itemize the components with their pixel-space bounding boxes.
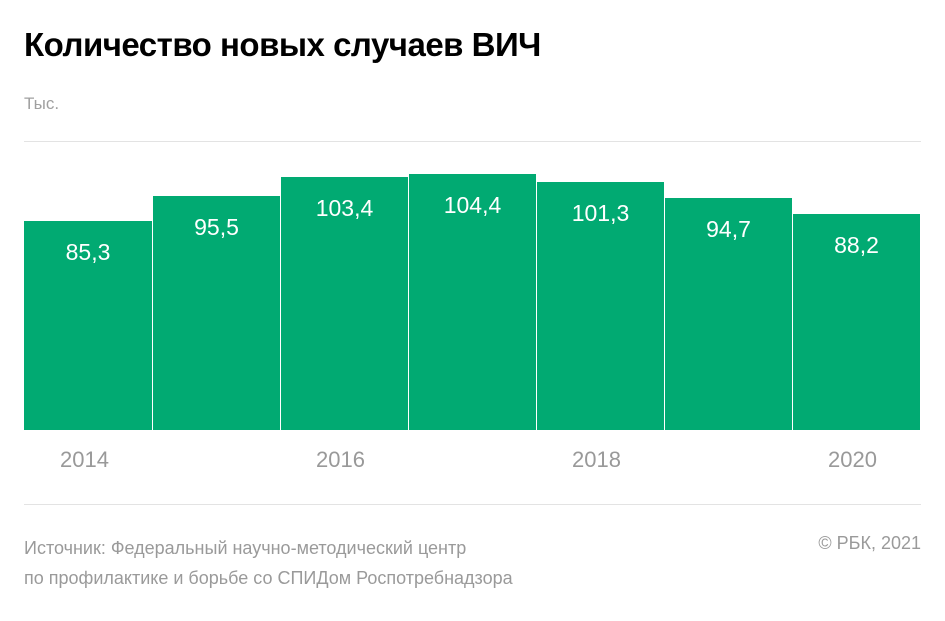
bar-label: 101,3	[571, 199, 630, 226]
bar-label: 104,4	[443, 192, 502, 219]
copyright: © РБК, 2021	[818, 533, 921, 553]
bar-label: 85,3	[65, 239, 111, 266]
unit-label: Тыс.	[24, 94, 60, 113]
x-tick-2014: 2014	[60, 447, 109, 472]
x-tick-2018: 2018	[572, 447, 621, 472]
x-tick-2020: 2020	[828, 447, 877, 472]
source-line-1: Источник: Федеральный научно-методически…	[24, 538, 467, 558]
source-line-2: по профилактике и борьбе со СПИДом Роспо…	[24, 568, 513, 588]
source-note: Источник: Федеральный научно-методически…	[24, 533, 513, 593]
bar-label: 103,4	[315, 194, 374, 221]
bar-2017: 104,4	[409, 174, 536, 430]
bar-2015: 95,5	[153, 196, 280, 430]
bar-2019: 94,7	[665, 198, 792, 430]
bar-label: 95,5	[194, 214, 239, 241]
bar-label: 94,7	[706, 216, 751, 242]
x-tick-2016: 2016	[316, 447, 365, 472]
chart-title: Количество новых случаев ВИЧ	[24, 26, 541, 63]
bar-label: 88,2	[834, 231, 879, 258]
bar-2016: 103,4	[281, 176, 408, 430]
bar-2018: 101,3	[537, 181, 664, 430]
top-divider	[24, 141, 921, 142]
bottom-divider	[24, 504, 921, 505]
bar-2014: 85,3	[24, 221, 152, 430]
bar-area: 85,3 95,5 103,4 104,4 101,3 94,7 88,2	[24, 140, 920, 430]
bar-2020: 88,2	[793, 213, 920, 430]
